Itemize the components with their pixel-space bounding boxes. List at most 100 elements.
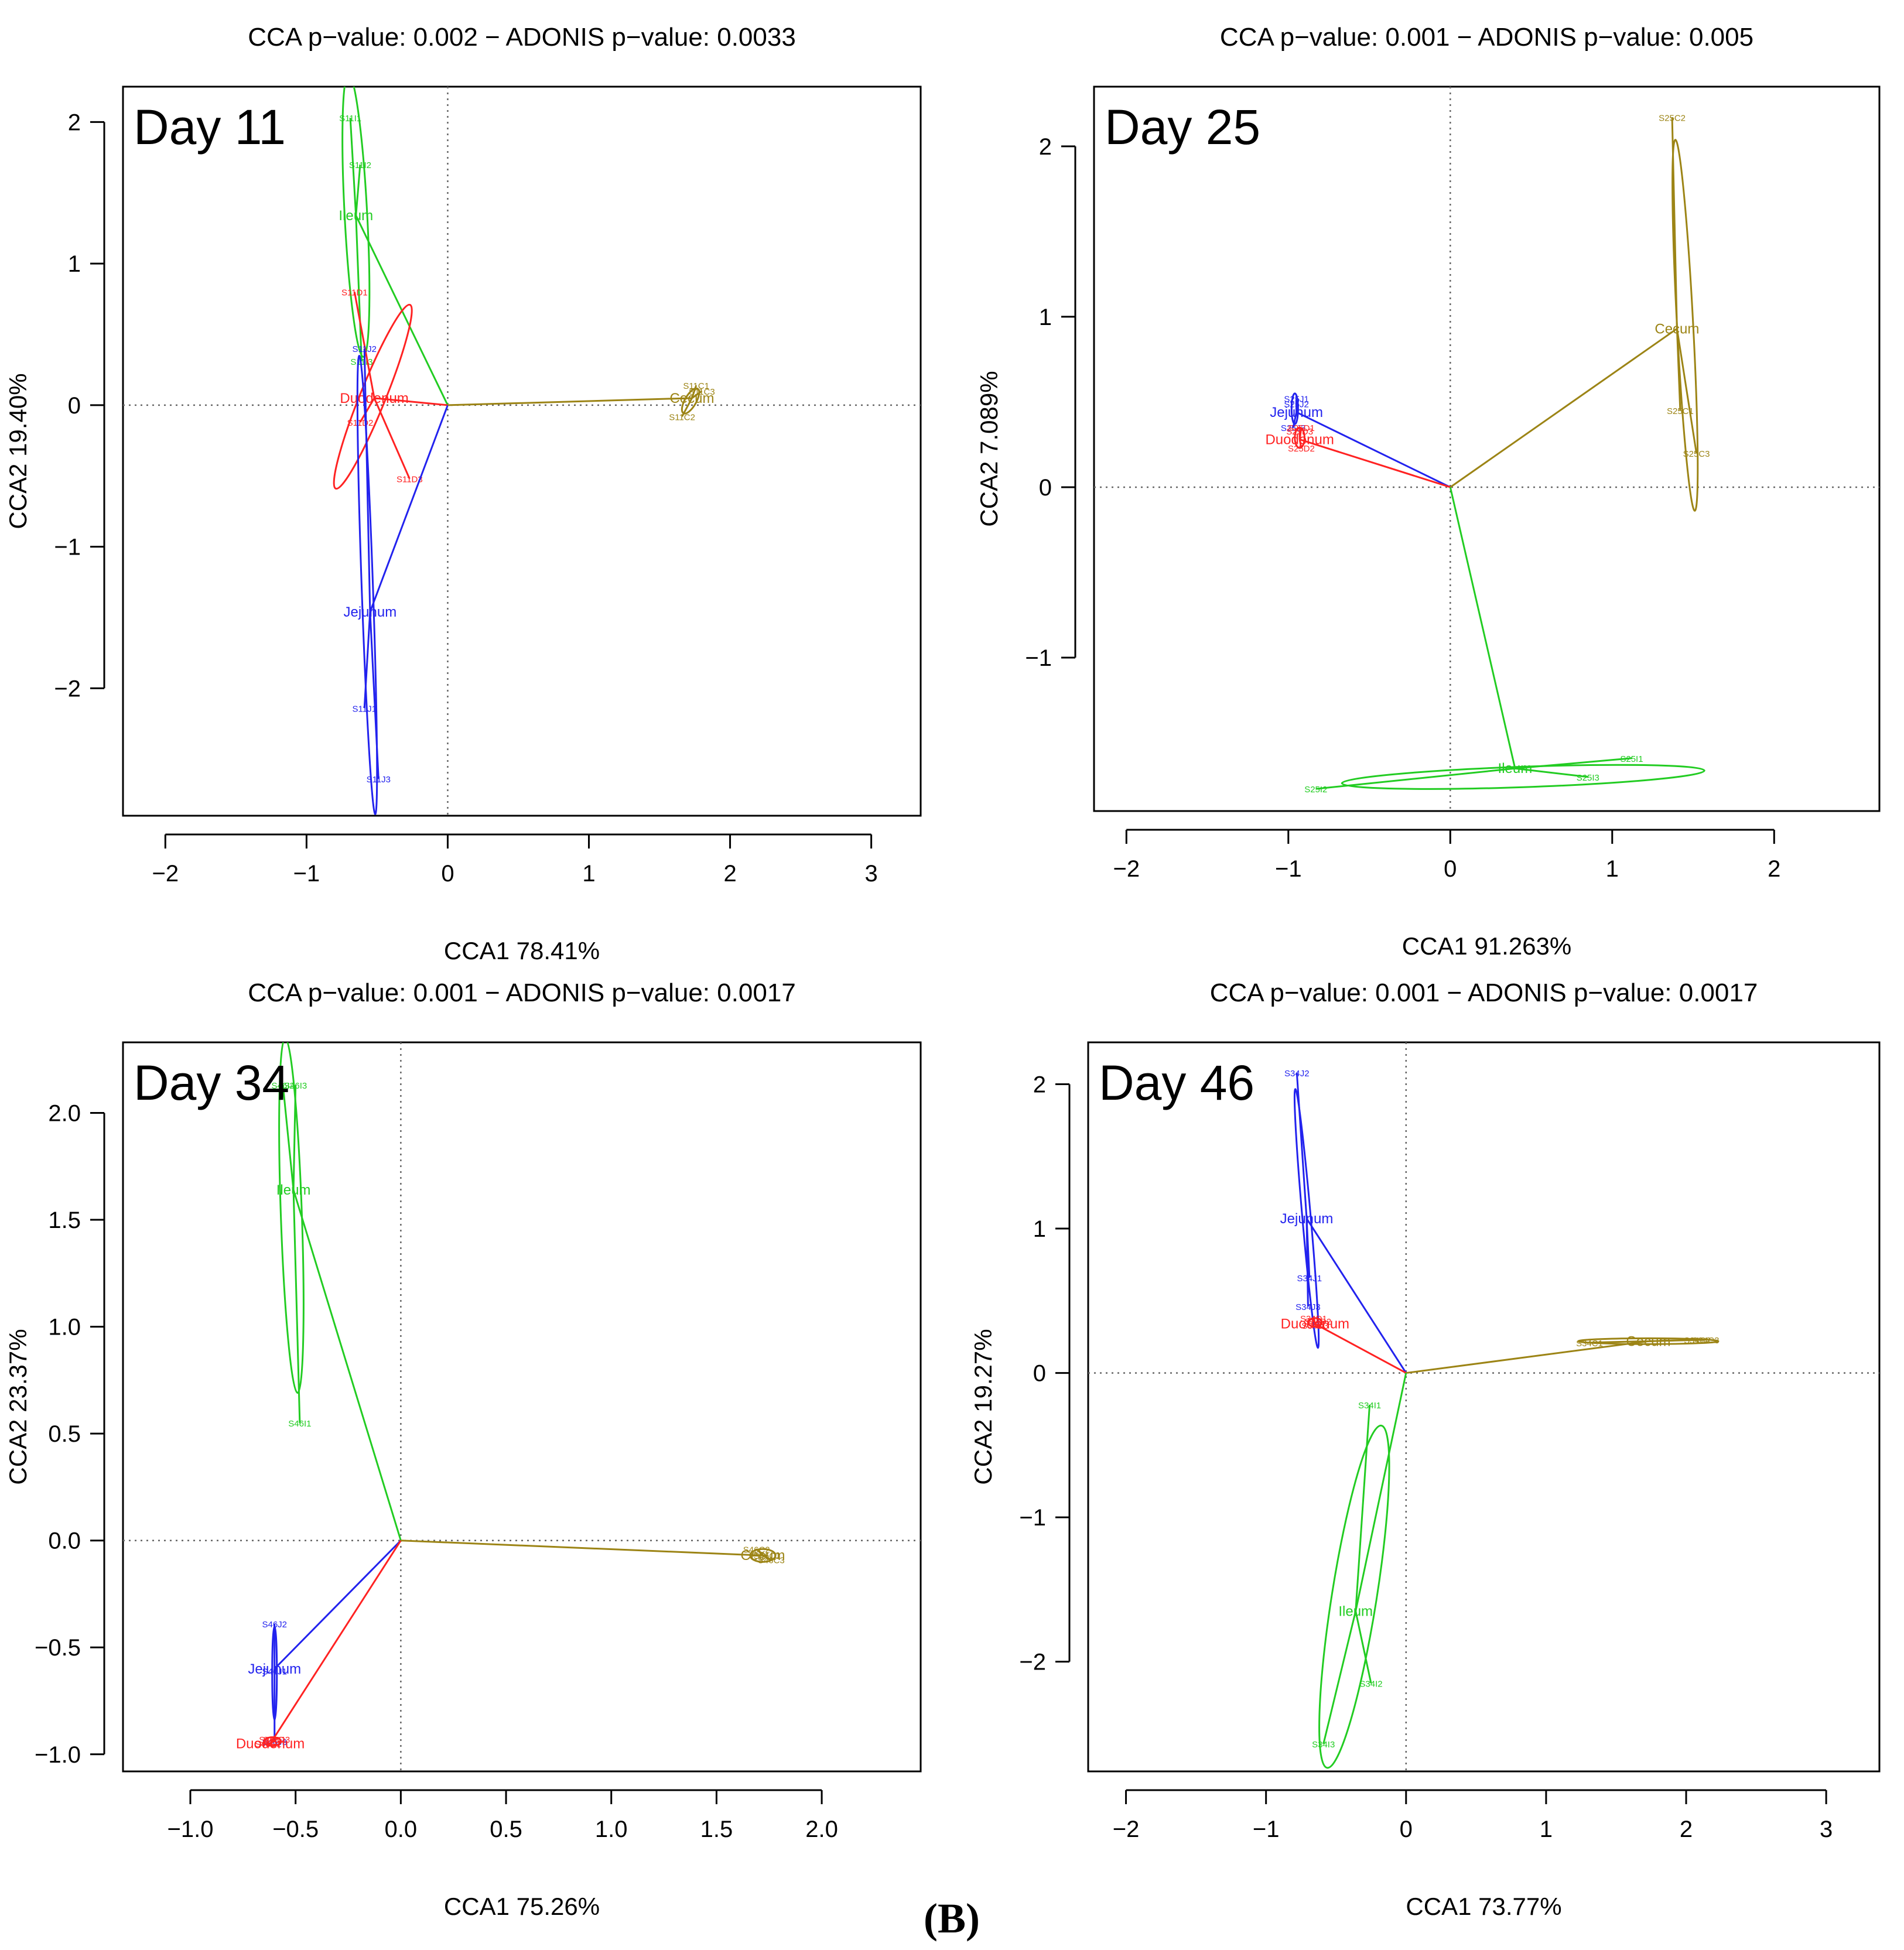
x-tick-label: 1 [582, 861, 595, 887]
spider-line [363, 348, 371, 612]
group-jejunum: S34J2 S34J1 S34J3 Jejunum [1280, 1069, 1407, 1374]
group-label: Duodenum [1265, 432, 1334, 447]
group-vector-line [1305, 1217, 1407, 1374]
sample-label: S11D1 [341, 288, 368, 298]
spider-line [762, 1554, 772, 1561]
x-axis-label: CCA1 75.26% [444, 1893, 600, 1920]
x-axis-label: CCA1 91.263% [1402, 932, 1572, 960]
sample-label: S46D1 [259, 1735, 286, 1745]
spider-line [355, 215, 363, 362]
confidence-ellipse [271, 1625, 278, 1721]
y-tick-label: −0.5 [35, 1635, 81, 1661]
confidence-ellipse [1294, 426, 1305, 449]
plot-frame [122, 1041, 922, 1773]
sample-label: S11D2 [347, 418, 374, 428]
sample-label: S25J1 [1284, 395, 1309, 405]
group-vector-line [292, 1189, 402, 1541]
x-tick-label: 3 [1820, 1816, 1833, 1842]
x-tick-label: 2 [723, 861, 736, 887]
chart-title: CCA p−value: 0.001 − ADONIS p−value: 0.0… [1210, 979, 1758, 1007]
group-vector-line [1449, 487, 1516, 769]
x-tick-label: 0.5 [490, 1816, 522, 1842]
spider-line [292, 1189, 301, 1423]
sample-label: S25I3 [1577, 773, 1599, 783]
sample-label: S46I2 [272, 1081, 295, 1091]
sample-label: S11J2 [353, 344, 377, 354]
spider-line [355, 164, 361, 216]
x-tick-label: 2 [1768, 856, 1780, 882]
confidence-ellipse [1577, 1337, 1720, 1345]
group-vector-line [401, 1540, 763, 1556]
x-tick-label: −1 [293, 861, 320, 887]
sample-label: S25D2 [1288, 444, 1315, 454]
sample-label: S46C1 [754, 1551, 781, 1561]
y-tick-label: −1.0 [35, 1742, 81, 1768]
sample-label: S34D2 [1304, 1317, 1331, 1327]
y-tick-label: −1 [1019, 1505, 1046, 1531]
group-vector-line [1355, 1373, 1407, 1612]
y-tick-label: 0.5 [48, 1421, 81, 1447]
group-duodenum: S11D1 S11D2 S11D3 Duodenum [333, 288, 448, 490]
group-label: Ileum [1498, 761, 1533, 776]
plot-area: S34J2 S34J1 S34J3 Jejunum S34D1S34D2S34D3Duo… [1280, 1069, 1720, 1769]
x-tick-label: −2 [1113, 1816, 1140, 1842]
x-tick-label: 2 [1680, 1816, 1693, 1842]
group-label: Jejunum [1270, 405, 1323, 420]
confidence-ellipse [341, 87, 371, 358]
panels: CCA p−value: 0.002 − ADONIS p−value: 0.0… [4, 23, 1881, 1920]
sample-label: S25C1 [1667, 406, 1694, 416]
group-vector-line [1295, 411, 1451, 488]
spider-line [1322, 1610, 1357, 1744]
sample-label: S25C3 [1683, 449, 1710, 459]
y-tick-label: 0 [1033, 1361, 1046, 1387]
x-tick-label: −2 [1113, 856, 1140, 882]
spider-line [1648, 1339, 1706, 1342]
x-tick-label: 0 [1444, 856, 1457, 882]
group-label: Jejunum [343, 604, 396, 620]
y-axis-label: CCA2 7.089% [975, 371, 1003, 526]
group-label: Ileum [1338, 1603, 1373, 1619]
sample-label: S34C1 [1576, 1339, 1603, 1349]
group-label: Duodenum [236, 1736, 305, 1752]
sample-label: S11I1 [339, 114, 361, 124]
confidence-ellipse [681, 387, 700, 415]
chart-title: CCA p−value: 0.002 − ADONIS p−value: 0.0… [248, 23, 796, 52]
y-tick-label: 0 [68, 393, 81, 419]
sample-label: S46J2 [262, 1620, 287, 1630]
x-tick-label: 1 [1540, 1816, 1553, 1842]
plot-area: S46I3S46I2S46I1IleumS46J2S46J1S46J3Jejun… [236, 1042, 785, 1752]
y-tick-label: 1 [1033, 1216, 1046, 1242]
spider-line [359, 398, 375, 423]
sample-label: S11J1 [353, 704, 377, 714]
sample-label: S25C2 [1659, 113, 1686, 123]
group-vector-line [269, 1540, 402, 1744]
plot-area: S11I1S11I2S11I3IleumS11D1S11D2S11D3Duode… [333, 87, 715, 815]
y-tick-label: −1 [54, 535, 81, 560]
y-axis-label: CCA2 19.40% [4, 373, 32, 529]
sample-label: S25I1 [1620, 754, 1643, 764]
sample-label: S34I2 [1359, 1679, 1382, 1689]
sample-label: S34J1 [1297, 1274, 1322, 1284]
confidence-ellipse [1290, 392, 1299, 425]
group-ileum: S25I1 S25I3 S25I2 Ileum [1304, 487, 1705, 795]
y-tick-label: 2.0 [48, 1100, 81, 1126]
group-label: Cecum [1626, 1333, 1670, 1349]
group-label: Ileum [276, 1182, 311, 1198]
sample-label: S11J3 [367, 775, 391, 785]
sample-label: S25J3 [1281, 423, 1306, 433]
spider-line [349, 118, 357, 216]
sample-label: S11C3 [689, 387, 715, 397]
plot-frame [122, 85, 922, 817]
x-tick-label: 3 [865, 861, 878, 887]
spider-line [1355, 1404, 1371, 1612]
sample-label: S46D3 [263, 1735, 290, 1745]
x-tick-label: 1 [1606, 856, 1619, 882]
x-tick-label: 1.5 [700, 1816, 733, 1842]
spider-line [691, 390, 703, 399]
